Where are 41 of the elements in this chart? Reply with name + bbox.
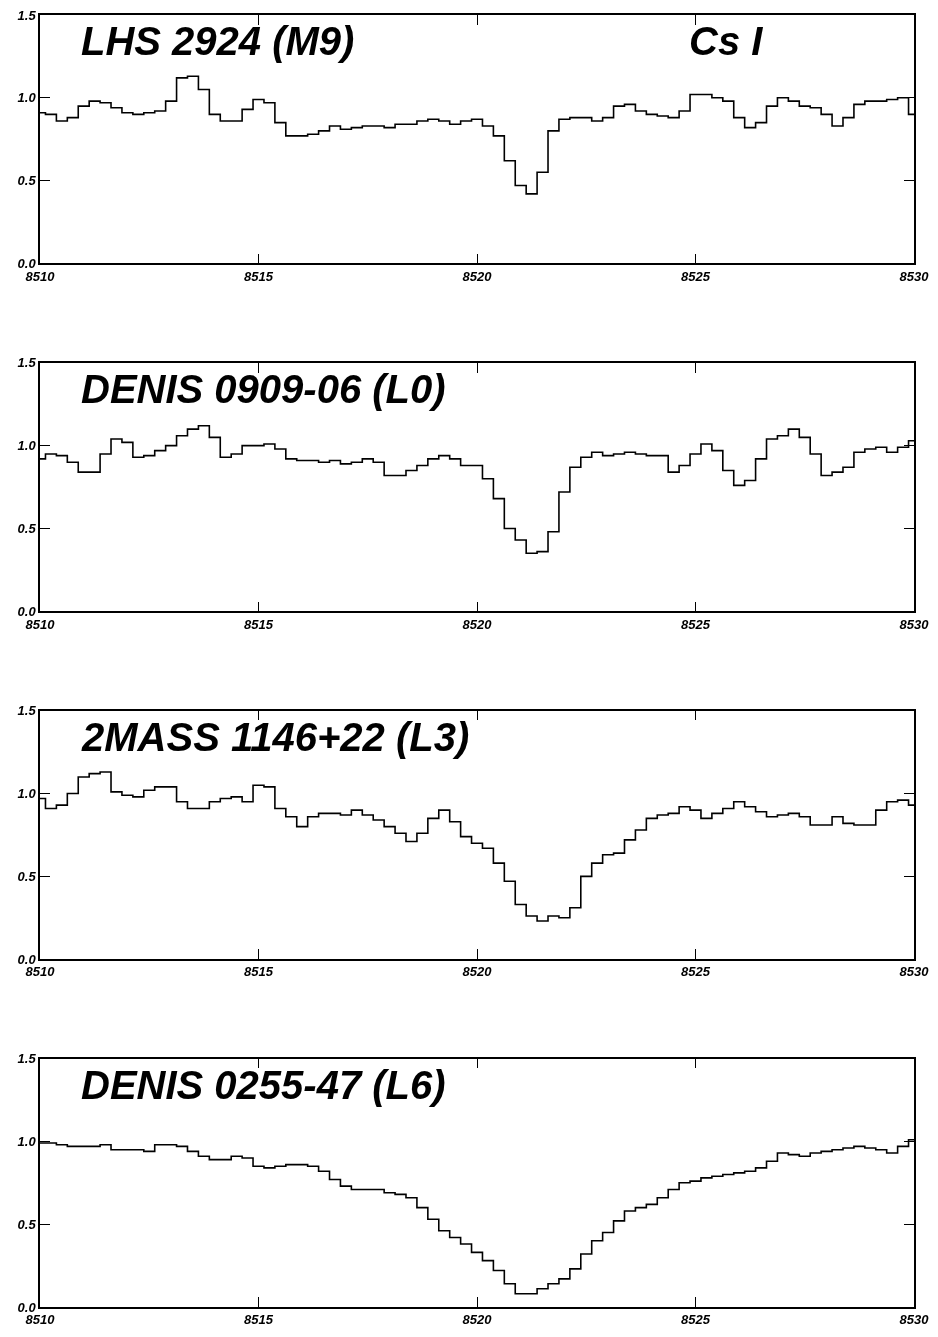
- x-tick-label: 8530: [899, 1312, 930, 1328]
- x-tick-label: 8515: [244, 616, 274, 632]
- x-tick-label: 8510: [25, 616, 56, 632]
- y-tick-label: 1.0: [17, 90, 37, 106]
- chart-title: DENIS 0909-06 (L0): [81, 367, 446, 411]
- x-tick-label: 8510: [25, 964, 56, 980]
- x-tick-label: 8520: [462, 1312, 493, 1328]
- x-tick-label: 8520: [462, 964, 493, 980]
- y-tick-label: 0.5: [17, 173, 37, 189]
- annotation: Cs I: [689, 19, 764, 63]
- x-tick-label: 8515: [244, 1312, 274, 1328]
- y-tick-label: 0.5: [17, 868, 37, 884]
- x-tick-label: 8510: [25, 268, 56, 284]
- x-tick-label: 8525: [681, 616, 711, 632]
- x-tick-label: 8530: [899, 268, 930, 284]
- x-tick-label: 8510: [25, 1312, 56, 1328]
- y-tick-label: 1.0: [17, 438, 37, 454]
- x-tick-label: 8515: [244, 964, 274, 980]
- chart-title: DENIS 0255-47 (L6): [81, 1063, 446, 1107]
- x-tick-label: 8525: [681, 268, 711, 284]
- x-tick-label: 8530: [899, 616, 930, 632]
- y-tick-label: 0.5: [17, 1216, 37, 1232]
- y-tick-label: 0.0: [17, 603, 37, 619]
- x-tick-label: 8515: [244, 268, 274, 284]
- y-tick-label: 1.5: [17, 703, 37, 719]
- y-tick-label: 1.0: [17, 1133, 37, 1149]
- y-tick-label: 0.0: [17, 255, 37, 271]
- x-tick-label: 8520: [462, 616, 493, 632]
- y-tick-label: 1.5: [17, 7, 37, 23]
- x-tick-label: 8530: [899, 964, 930, 980]
- y-tick-label: 0.0: [17, 951, 37, 967]
- chart-title: LHS 2924 (M9): [81, 19, 355, 63]
- y-tick-label: 1.0: [17, 786, 37, 802]
- x-tick-label: 8520: [462, 268, 493, 284]
- y-tick-label: 0.5: [17, 521, 37, 537]
- y-tick-label: 0.0: [17, 1299, 37, 1315]
- y-tick-label: 1.5: [17, 1051, 37, 1067]
- x-tick-label: 8525: [681, 1312, 711, 1328]
- chart-title: 2MASS 1146+22 (L3): [81, 715, 470, 759]
- x-tick-label: 8525: [681, 964, 711, 980]
- y-tick-label: 1.5: [17, 355, 37, 371]
